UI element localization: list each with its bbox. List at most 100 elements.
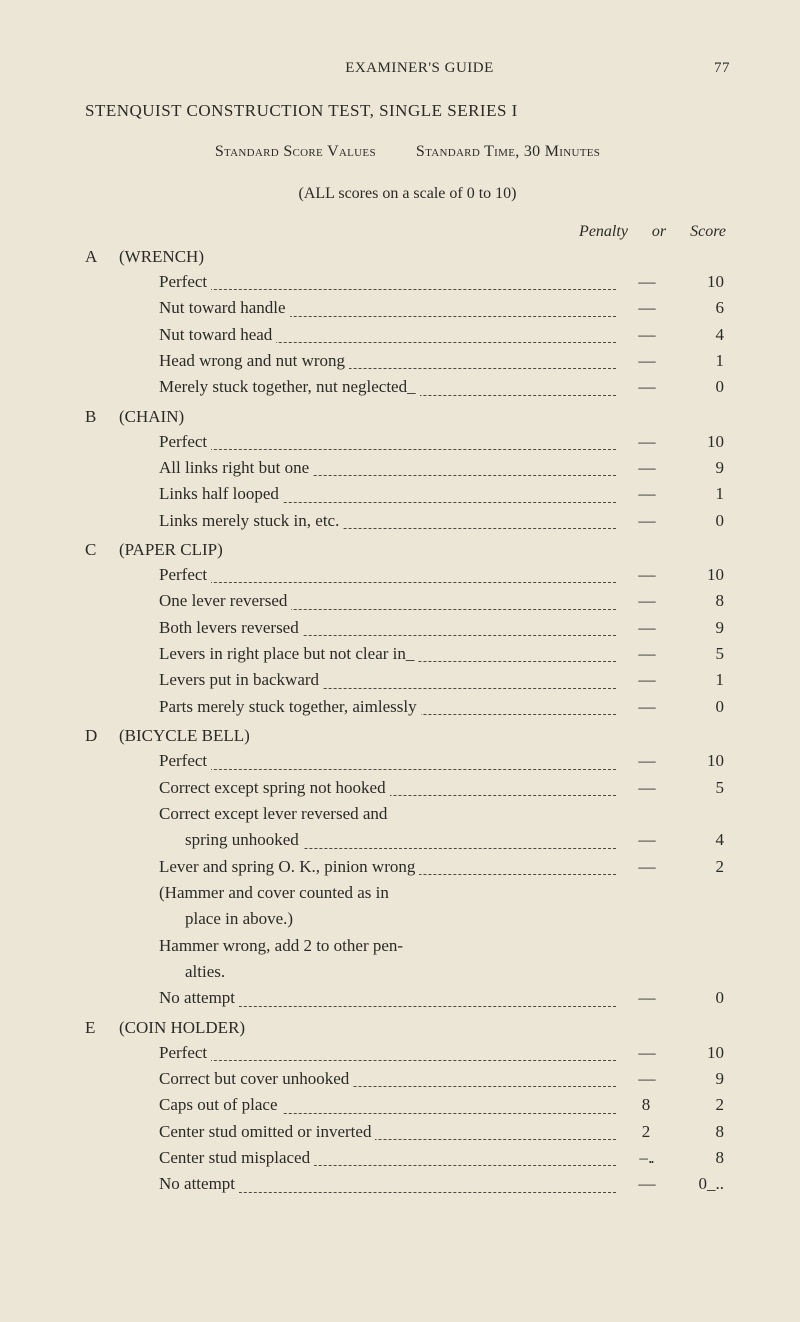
row-penalty: – – bbox=[616, 562, 676, 588]
score-row: alties. bbox=[85, 959, 730, 985]
score-row: No attempt– –0_.. bbox=[85, 1171, 730, 1197]
row-label-text: Perfect bbox=[159, 565, 211, 584]
row-label: No attempt bbox=[85, 985, 616, 1011]
row-label-text: Perfect bbox=[159, 432, 211, 451]
row-penalty: – – bbox=[616, 295, 676, 321]
score-row: spring unhooked– –4 bbox=[85, 827, 730, 853]
row-label-text: Perfect bbox=[159, 1043, 211, 1062]
row-penalty: 8 bbox=[616, 1092, 676, 1118]
score-row: Both levers reversed– –9 bbox=[85, 615, 730, 641]
row-score: 6 bbox=[676, 295, 730, 321]
row-penalty: – – bbox=[616, 269, 676, 295]
row-label: place in above.) bbox=[85, 906, 616, 932]
row-label-text: Links half looped bbox=[159, 484, 283, 503]
score-row: Perfect– –10 bbox=[85, 269, 730, 295]
score-row: Head wrong and nut wrong– –1 bbox=[85, 348, 730, 374]
score-row: Perfect– –10 bbox=[85, 429, 730, 455]
row-label: Hammer wrong, add 2 to other pen- bbox=[85, 933, 616, 959]
row-label: Center stud omitted or inverted bbox=[85, 1119, 616, 1145]
score-row: Perfect– –10 bbox=[85, 1040, 730, 1066]
row-label-text: Levers in right place but not clear in_ bbox=[159, 644, 418, 663]
row-label: Nut toward head bbox=[85, 322, 616, 348]
row-label: Both levers reversed bbox=[85, 615, 616, 641]
column-heads: Penalty or Score bbox=[85, 223, 730, 241]
row-penalty: – – bbox=[616, 694, 676, 720]
row-label: Merely stuck together, nut neglected_ bbox=[85, 374, 616, 400]
row-score: 5 bbox=[676, 641, 730, 667]
score-row: Center stud omitted or inverted28 bbox=[85, 1119, 730, 1145]
row-score: 2 bbox=[676, 854, 730, 880]
row-label: Head wrong and nut wrong bbox=[85, 348, 616, 374]
row-score: 9 bbox=[676, 1066, 730, 1092]
row-label: Parts merely stuck together, aimlessly bbox=[85, 694, 616, 720]
row-penalty: – – bbox=[616, 588, 676, 614]
row-label-text: No attempt bbox=[159, 988, 239, 1007]
section-name: (CHAIN) bbox=[119, 407, 730, 427]
row-penalty: – – bbox=[616, 322, 676, 348]
row-score: 4 bbox=[676, 322, 730, 348]
row-score: 1 bbox=[676, 348, 730, 374]
row-label: Perfect bbox=[85, 562, 616, 588]
section-head: B(CHAIN) bbox=[85, 407, 730, 427]
row-label-text: spring unhooked bbox=[185, 830, 303, 849]
col-or: or bbox=[652, 223, 666, 241]
section-head: C(PAPER CLIP) bbox=[85, 540, 730, 560]
row-penalty: – – bbox=[616, 455, 676, 481]
page-header: EXAMINER'S GUIDE 77 bbox=[85, 60, 730, 77]
row-label-text: Correct but cover unhooked bbox=[159, 1069, 353, 1088]
score-row: Caps out of place 82 bbox=[85, 1092, 730, 1118]
scale-instruction: (ALL scores on a scale of 0 to 10) bbox=[85, 185, 730, 203]
section-name: (BICYCLE BELL) bbox=[119, 726, 730, 746]
standard-line: Standard Score Values Standard Time, 30 … bbox=[85, 143, 730, 161]
row-label-text: Nut toward head bbox=[159, 325, 276, 344]
row-label-text: One lever reversed bbox=[159, 591, 291, 610]
row-score: 10 bbox=[676, 562, 730, 588]
score-row: Nut toward handle – –6 bbox=[85, 295, 730, 321]
row-label: (Hammer and cover counted as in bbox=[85, 880, 616, 906]
row-label: Correct but cover unhooked bbox=[85, 1066, 616, 1092]
row-penalty: 2 bbox=[616, 1119, 676, 1145]
section-name: (WRENCH) bbox=[119, 247, 730, 267]
score-row: All links right but one– –9 bbox=[85, 455, 730, 481]
col-penalty: Penalty bbox=[579, 223, 628, 241]
row-penalty: – – bbox=[616, 641, 676, 667]
row-label-text: Parts merely stuck together, aimlessly bbox=[159, 697, 421, 716]
score-row: Correct but cover unhooked – –9 bbox=[85, 1066, 730, 1092]
row-label: No attempt bbox=[85, 1171, 616, 1197]
row-score: 8 bbox=[676, 588, 730, 614]
row-penalty: – – bbox=[616, 1066, 676, 1092]
section-letter: C bbox=[85, 540, 119, 560]
row-label-text: Both levers reversed bbox=[159, 618, 303, 637]
section-name: (PAPER CLIP) bbox=[119, 540, 730, 560]
row-label-text: Perfect bbox=[159, 272, 211, 291]
col-score: Score bbox=[690, 223, 726, 241]
row-label: Caps out of place bbox=[85, 1092, 616, 1118]
row-label: Correct except lever reversed and bbox=[85, 801, 616, 827]
row-penalty: – – bbox=[616, 348, 676, 374]
score-row: No attempt– –0 bbox=[85, 985, 730, 1011]
section: A(WRENCH)Perfect– –10Nut toward handle– … bbox=[85, 247, 730, 401]
score-row: Correct except lever reversed and bbox=[85, 801, 730, 827]
section-head: D(BICYCLE BELL) bbox=[85, 726, 730, 746]
row-label-text: Center stud misplaced bbox=[159, 1148, 314, 1167]
score-row: Center stud misplaced– ..8 bbox=[85, 1145, 730, 1171]
section-letter: B bbox=[85, 407, 119, 427]
page-number: 77 bbox=[714, 60, 730, 77]
row-label-text: Nut toward handle bbox=[159, 298, 290, 317]
row-label: Center stud misplaced bbox=[85, 1145, 616, 1171]
row-score: 0 bbox=[676, 508, 730, 534]
score-row: One lever reversed – –8 bbox=[85, 588, 730, 614]
standard-time: Standard Time, 30 Minutes bbox=[416, 143, 600, 161]
row-score: 2 bbox=[676, 1092, 730, 1118]
row-label: Nut toward handle bbox=[85, 295, 616, 321]
section-head: A(WRENCH) bbox=[85, 247, 730, 267]
row-label: Perfect bbox=[85, 1040, 616, 1066]
row-label: Links half looped bbox=[85, 481, 616, 507]
score-row: (Hammer and cover counted as in bbox=[85, 880, 730, 906]
row-penalty: – – bbox=[616, 481, 676, 507]
row-label-text: Caps out of place bbox=[159, 1095, 282, 1114]
score-row: Correct except spring not hooked– –5 bbox=[85, 775, 730, 801]
section-letter: A bbox=[85, 247, 119, 267]
score-row: Hammer wrong, add 2 to other pen- bbox=[85, 933, 730, 959]
row-label-text: Links merely stuck in, etc. bbox=[159, 511, 343, 530]
